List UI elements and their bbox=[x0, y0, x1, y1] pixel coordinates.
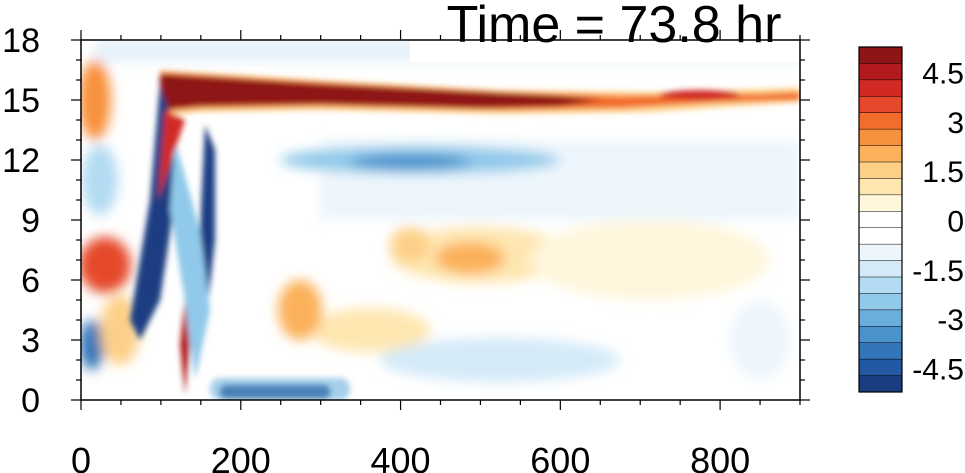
left-upper-warm bbox=[81, 60, 111, 140]
colorbar-swatch bbox=[859, 277, 902, 294]
colorbar-tick-label: 0 bbox=[947, 206, 964, 239]
warm-band-right-core bbox=[660, 90, 740, 100]
right-light-blue bbox=[630, 173, 770, 217]
colorbar-swatch bbox=[859, 244, 902, 262]
left-lower-blue bbox=[81, 320, 104, 370]
y-tick-label: 12 bbox=[2, 142, 40, 180]
colorbar-swatch bbox=[859, 293, 902, 311]
colorbar-swatch bbox=[859, 63, 902, 81]
y-tick-label: 3 bbox=[21, 322, 40, 360]
colorbar-swatch bbox=[859, 260, 902, 278]
x-tick-label: 600 bbox=[530, 440, 590, 473]
colorbar-swatch bbox=[859, 342, 902, 360]
y-tick-label: 15 bbox=[2, 82, 40, 120]
colorbar-swatch bbox=[859, 178, 902, 196]
colorbar-tick-label: -3 bbox=[937, 304, 964, 337]
colorbar-swatch bbox=[859, 112, 902, 130]
right-lower-light bbox=[730, 300, 790, 380]
colorbar-tick-label: 4.5 bbox=[922, 58, 964, 91]
x-tick-label: 0 bbox=[71, 440, 91, 473]
warm-patch-left bbox=[390, 227, 430, 263]
y-tick-label: 0 bbox=[21, 382, 40, 420]
pale-warm-region bbox=[530, 220, 770, 300]
left-lower-warm bbox=[100, 295, 140, 365]
lower-warm-patch bbox=[310, 308, 430, 352]
lower-light-blue bbox=[380, 338, 620, 382]
colorbar-swatch bbox=[859, 194, 902, 212]
heatmap-field bbox=[81, 40, 800, 400]
top-right-gap bbox=[410, 40, 800, 62]
colorbar-swatch bbox=[859, 162, 902, 179]
warm-patch-core bbox=[435, 242, 505, 274]
colorbar-swatch bbox=[859, 129, 902, 147]
colorbar-swatch bbox=[859, 309, 902, 327]
left-blue-blob bbox=[82, 145, 118, 215]
colorbar-swatch bbox=[859, 47, 902, 64]
warm-diagonal-lower bbox=[180, 300, 190, 395]
colorbar-swatch bbox=[859, 145, 902, 163]
x-tick-label: 400 bbox=[371, 440, 431, 473]
chart-title: Time = 73.8 hr bbox=[447, 0, 782, 54]
surface-blue-halo bbox=[210, 378, 350, 400]
warm-band-core bbox=[160, 74, 600, 110]
x-axis: 0 200 400 600 800 bbox=[71, 30, 801, 473]
plot-area bbox=[80, 39, 801, 401]
y-tick-label: 18 bbox=[2, 22, 40, 60]
colorbar-swatch bbox=[859, 96, 902, 114]
left-warm-blob bbox=[81, 237, 131, 293]
colorbar-swatch bbox=[859, 326, 902, 344]
colorbar-swatch bbox=[859, 359, 902, 377]
x-tick-label: 200 bbox=[211, 440, 271, 473]
x-tick-label: 800 bbox=[690, 440, 750, 473]
colorbar-swatch bbox=[859, 227, 902, 245]
colorbar-tick-label: -1.5 bbox=[912, 255, 964, 288]
colorbar-tick-label: 3 bbox=[947, 107, 964, 140]
y-tick-label: 6 bbox=[21, 262, 40, 300]
colorbar-tick-label: -4.5 bbox=[912, 353, 964, 386]
colorbar-frame bbox=[858, 46, 903, 393]
colorbar-swatch bbox=[859, 375, 902, 393]
y-tick-label: 9 bbox=[21, 202, 40, 240]
colorbar: 4.5 3 1.5 0 -1.5 -3 -4.5 bbox=[858, 46, 964, 393]
heatmap-sharp-layer bbox=[130, 70, 800, 400]
warm-blob-low bbox=[278, 280, 322, 340]
colorbar-swatch bbox=[859, 79, 902, 97]
blue-band-core bbox=[350, 154, 470, 170]
colorbar-tick-label: 1.5 bbox=[922, 156, 964, 189]
blue-diagonal-fill bbox=[170, 140, 210, 380]
y-axis: 0 3 6 9 12 15 18 bbox=[2, 22, 810, 420]
colorbar-swatch bbox=[859, 211, 902, 229]
warm-diagonal-upper bbox=[158, 110, 185, 200]
